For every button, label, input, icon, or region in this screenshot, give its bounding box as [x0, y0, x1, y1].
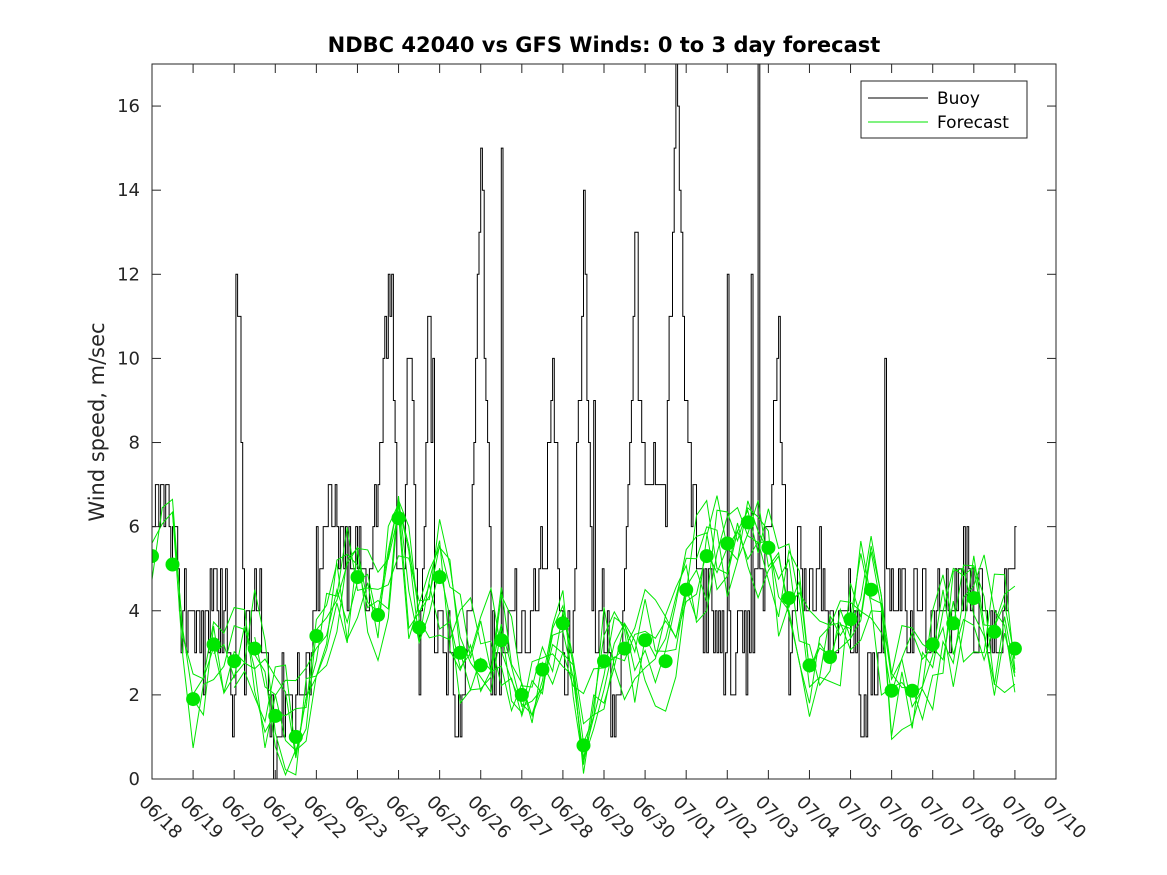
forecast-marker — [432, 570, 447, 585]
forecast-marker — [288, 729, 303, 744]
y-axis-label: Wind speed, m/sec — [85, 322, 109, 521]
forecast-marker — [802, 658, 817, 673]
y-tick-label: 12 — [117, 264, 140, 285]
x-tick-label: 06/21 — [258, 792, 310, 844]
forecast-line — [233, 495, 1016, 758]
forecast-line — [213, 498, 1016, 748]
forecast-marker — [679, 582, 694, 597]
forecast-line — [192, 502, 1016, 765]
x-tick-label: 07/05 — [833, 792, 885, 844]
y-tick-label: 14 — [117, 180, 140, 201]
plot-area — [152, 64, 1022, 779]
x-tick-label: 06/19 — [176, 792, 228, 844]
axes: 024681012141606/1806/1906/2006/2106/2206… — [117, 63, 1090, 844]
forecast-marker — [617, 641, 632, 656]
x-tick-label: 06/26 — [463, 792, 515, 844]
x-tick-label: 06/25 — [422, 792, 474, 844]
forecast-marker — [740, 515, 755, 530]
x-tick-label: 06/27 — [504, 792, 556, 844]
x-tick-label: 06/23 — [340, 792, 392, 844]
x-tick-label: 07/01 — [669, 792, 721, 844]
forecast-marker — [555, 616, 570, 631]
x-tick-label: 07/06 — [874, 792, 926, 844]
forecast-line — [172, 500, 1016, 777]
x-tick-label: 06/22 — [299, 792, 351, 844]
forecast-marker — [514, 687, 529, 702]
forecast-marker — [823, 650, 837, 664]
forecast-marker — [268, 708, 283, 723]
x-tick-label: 06/29 — [586, 792, 638, 844]
x-tick-label: 07/07 — [915, 792, 967, 844]
forecast-marker — [227, 654, 242, 669]
forecast-marker — [247, 641, 262, 656]
x-tick-label: 07/08 — [956, 792, 1008, 844]
forecast-marker — [350, 570, 365, 585]
forecast-marker — [391, 511, 406, 526]
chart-title: NDBC 42040 vs GFS Winds: 0 to 3 day fore… — [328, 33, 881, 57]
forecast-marker — [453, 645, 468, 660]
forecast-marker — [412, 620, 427, 635]
y-tick-label: 16 — [117, 96, 140, 117]
y-tick-label: 4 — [129, 601, 140, 622]
forecast-marker — [371, 608, 385, 622]
x-tick-label: 06/30 — [628, 792, 680, 844]
forecast-marker — [905, 683, 920, 698]
x-tick-label: 06/20 — [217, 792, 269, 844]
forecast-marker — [884, 683, 899, 698]
y-tick-label: 6 — [129, 517, 140, 538]
forecast-marker — [720, 536, 735, 551]
legend-label-forecast: Forecast — [937, 113, 1009, 133]
forecast-marker — [206, 637, 221, 652]
forecast-marker — [473, 658, 488, 673]
forecast-marker — [576, 738, 591, 753]
plot-clip-group — [152, 64, 1022, 779]
forecast-marker — [699, 549, 714, 564]
forecast-marker — [781, 591, 796, 606]
y-tick-label: 10 — [117, 348, 140, 369]
x-tick-label: 06/24 — [381, 792, 433, 844]
x-tick-label: 07/09 — [997, 792, 1049, 844]
forecast-marker — [535, 662, 550, 677]
y-tick-label: 0 — [129, 769, 140, 790]
forecast-line — [152, 495, 1016, 776]
x-tick-label: 07/02 — [710, 792, 762, 844]
forecast-line — [254, 499, 1016, 761]
forecast-marker — [946, 616, 961, 631]
forecast-marker — [638, 633, 653, 648]
forecast-marker — [152, 549, 159, 564]
forecast-marker — [761, 540, 776, 555]
x-tick-label: 06/18 — [134, 792, 186, 844]
forecast-marker — [658, 654, 673, 669]
axes-box — [151, 63, 1057, 780]
forecast-marker — [1007, 641, 1022, 656]
y-tick-label: 8 — [129, 433, 140, 454]
forecast-marker — [966, 591, 981, 606]
x-tick-label: 07/03 — [751, 792, 803, 844]
forecast-marker — [843, 612, 858, 627]
y-tick-label: 2 — [129, 685, 140, 706]
forecast-marker — [186, 692, 201, 707]
forecast-marker — [864, 582, 879, 597]
forecast-marker — [309, 629, 324, 643]
forecast-marker — [165, 557, 180, 572]
legend-box — [860, 80, 1028, 139]
x-tick-label: 06/28 — [545, 792, 597, 844]
legend: Buoy Forecast — [860, 80, 1028, 139]
forecast-marker — [597, 654, 611, 669]
forecast-marker — [987, 624, 1002, 639]
legend-label-buoy: Buoy — [937, 89, 980, 109]
forecast-marker — [494, 633, 509, 648]
x-tick-label: 07/04 — [792, 792, 844, 844]
forecast-marker — [925, 637, 940, 652]
x-tick-label: 07/10 — [1038, 792, 1090, 844]
